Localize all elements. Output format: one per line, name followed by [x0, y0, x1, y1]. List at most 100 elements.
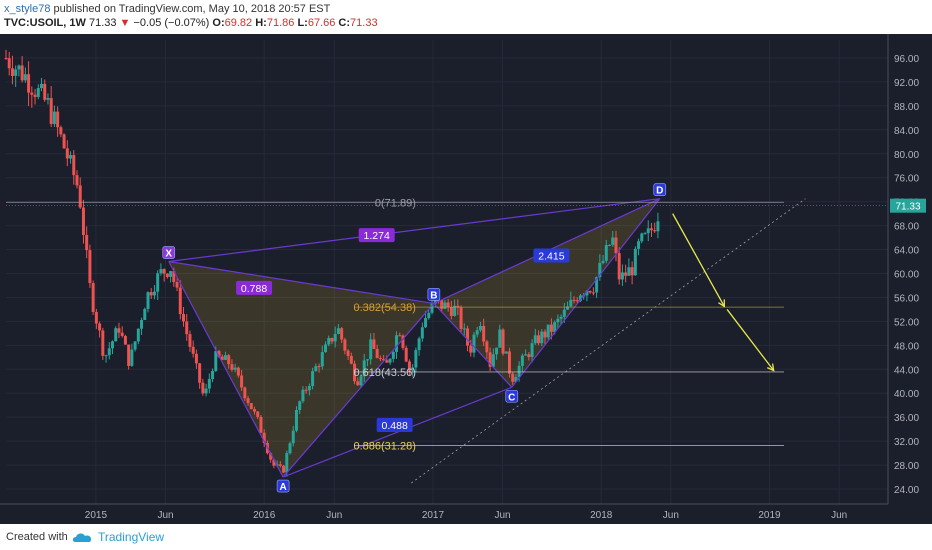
candle-body — [194, 353, 198, 364]
high-label: H: — [255, 17, 267, 29]
candle-body — [91, 283, 95, 313]
candle-body — [478, 325, 482, 331]
candle-body — [4, 57, 8, 59]
candle-body — [204, 388, 208, 394]
candle-body — [198, 363, 202, 383]
candle-body — [446, 302, 450, 308]
candle-body — [411, 367, 415, 371]
candle-body — [475, 330, 479, 335]
candle-body — [624, 272, 628, 276]
candle-body — [320, 352, 324, 367]
candle-body — [640, 233, 644, 242]
candle-body — [637, 241, 641, 249]
candle-body — [256, 411, 260, 417]
candle-body — [417, 338, 421, 351]
candle-body — [346, 350, 350, 356]
candle-body — [288, 443, 292, 454]
candle-body — [191, 346, 195, 354]
x-tick-label: Jun — [326, 510, 342, 521]
y-tick-label: 52.00 — [894, 317, 919, 328]
candle-body — [162, 269, 166, 274]
candle-body — [185, 321, 189, 335]
candle-body — [214, 351, 218, 371]
candle-body — [575, 300, 579, 302]
candle-body — [311, 371, 315, 386]
y-tick-label: 76.00 — [894, 174, 919, 185]
y-tick-label: 92.00 — [894, 78, 919, 89]
xab-triangle — [168, 261, 434, 478]
candle-body — [81, 207, 85, 236]
candle-body — [598, 262, 602, 278]
ratio-label: 2.415 — [538, 251, 564, 263]
projection-arrow-1 — [672, 213, 725, 307]
candle-body — [20, 65, 24, 81]
tradingview-brand[interactable]: TradingView — [98, 530, 165, 544]
candle-body — [243, 387, 247, 399]
candle-body — [504, 351, 508, 354]
candle-body — [440, 300, 444, 309]
candle-body — [491, 354, 495, 367]
candle-body — [537, 335, 541, 344]
candle-body — [114, 328, 118, 342]
high-value: 71.86 — [266, 17, 295, 29]
candle-body — [330, 338, 334, 342]
candle-body — [36, 88, 40, 97]
ratio-badge — [533, 248, 570, 263]
ratio-badge — [376, 417, 413, 432]
candle-body — [546, 324, 550, 338]
price-chart[interactable]: 0(71.89) 0.382(54.38) 0.618(43.56) 0.886(31… — [0, 34, 932, 524]
candle-body — [614, 237, 618, 254]
ohlc-line: TVC:USOIL, 1W 71.33 ▼ −0.05 (−0.07%) O:6… — [4, 17, 378, 29]
author-link[interactable]: x_style78 — [4, 3, 51, 15]
ratio-badge — [236, 280, 273, 295]
fib-level-label: 0.886(31.28) — [353, 440, 415, 452]
pattern-point-label: D — [656, 186, 663, 197]
candle-body — [420, 327, 424, 339]
y-tick-label: 68.00 — [894, 222, 919, 233]
publish-line: x_style78 published on TradingView.com, … — [4, 3, 330, 15]
projection-arrow-2 — [726, 309, 775, 371]
candle-body — [143, 308, 147, 321]
candle-body — [395, 335, 399, 352]
ratio-label: 1.274 — [364, 230, 390, 242]
candle-body — [72, 155, 76, 176]
ratio-label: 0.788 — [241, 283, 267, 295]
candle-body — [459, 307, 463, 329]
candle-body — [633, 248, 637, 276]
candle-body — [285, 453, 289, 473]
candle-body — [585, 291, 589, 296]
candle-body — [75, 175, 79, 186]
candle-body — [220, 356, 224, 360]
candle-body — [40, 83, 44, 89]
candle-body — [617, 253, 621, 280]
candlestick-series — [4, 49, 660, 477]
candle-body — [359, 376, 363, 386]
candle-body — [430, 303, 434, 313]
leg-bc — [433, 303, 513, 388]
chart-header: x_style78 published on TradingView.com, … — [0, 0, 932, 34]
candle-body — [65, 148, 69, 159]
candle-body — [123, 335, 127, 345]
candle-body — [178, 287, 182, 315]
candle-body — [298, 401, 302, 411]
y-tick-label: 44.00 — [894, 365, 919, 376]
line-xb — [168, 260, 434, 305]
x-tick-label: 2017 — [422, 510, 445, 521]
candle-body — [240, 375, 244, 388]
y-tick-label: 24.00 — [894, 485, 919, 496]
candle-body — [56, 111, 60, 128]
pattern-point-label: C — [508, 392, 515, 403]
candle-body — [498, 329, 502, 348]
candle-body — [78, 185, 82, 208]
candle-body — [456, 305, 460, 308]
close-label: C: — [338, 17, 351, 29]
candle-body — [230, 364, 234, 370]
chart-canvas[interactable]: 0(71.89) 0.382(54.38) 0.618(43.56) 0.886(31… — [0, 34, 932, 524]
tradingview-cloud-icon — [72, 533, 92, 542]
candle-body — [156, 273, 160, 292]
candle-body — [249, 403, 253, 410]
candle-body — [69, 155, 73, 159]
candle-body — [340, 328, 344, 340]
candle-body — [595, 277, 599, 293]
candle-body — [453, 305, 457, 316]
